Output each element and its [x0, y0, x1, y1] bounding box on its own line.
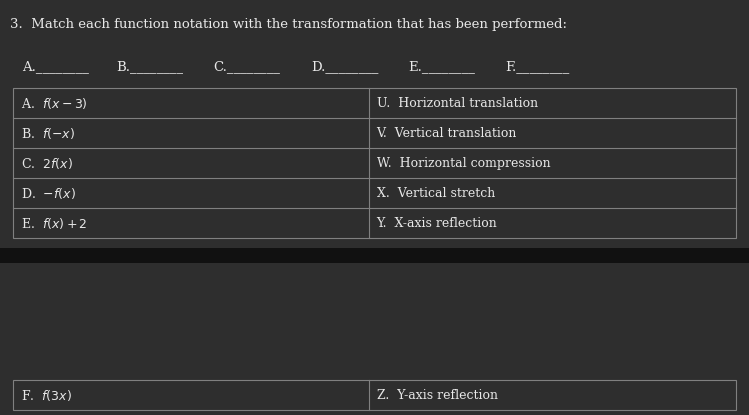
Text: U.  Horizontal translation: U. Horizontal translation [377, 97, 538, 110]
Text: W.  Horizontal compression: W. Horizontal compression [377, 156, 550, 169]
Text: F.  $f(3x)$: F. $f(3x)$ [22, 388, 73, 403]
Text: A.________: A.________ [22, 61, 89, 73]
Text: E.  $f(x)+2$: E. $f(x)+2$ [22, 215, 88, 230]
Text: V.  Vertical translation: V. Vertical translation [377, 127, 517, 139]
Text: B.________: B.________ [116, 61, 183, 73]
Text: A.  $f(x-3)$: A. $f(x-3)$ [22, 95, 88, 110]
Text: E.________: E.________ [408, 61, 475, 73]
Text: C.  $2f(x)$: C. $2f(x)$ [22, 156, 73, 171]
Text: F.________: F.________ [506, 61, 570, 73]
Text: D.________: D.________ [311, 61, 378, 73]
Text: B.  $f(-x)$: B. $f(-x)$ [22, 125, 76, 141]
Bar [13, 380, 736, 410]
Bar [0, 248, 749, 263]
Text: 3.  Match each function notation with the transformation that has been performed: 3. Match each function notation with the… [10, 18, 567, 31]
Text: X.  Vertical stretch: X. Vertical stretch [377, 186, 495, 200]
Text: D.  $-f(x)$: D. $-f(x)$ [22, 186, 76, 200]
Text: C.________: C.________ [213, 61, 280, 73]
Bar [13, 88, 736, 238]
Text: Y.  X-axis reflection: Y. X-axis reflection [377, 217, 497, 229]
Text: Z.  Y-axis reflection: Z. Y-axis reflection [377, 388, 497, 401]
